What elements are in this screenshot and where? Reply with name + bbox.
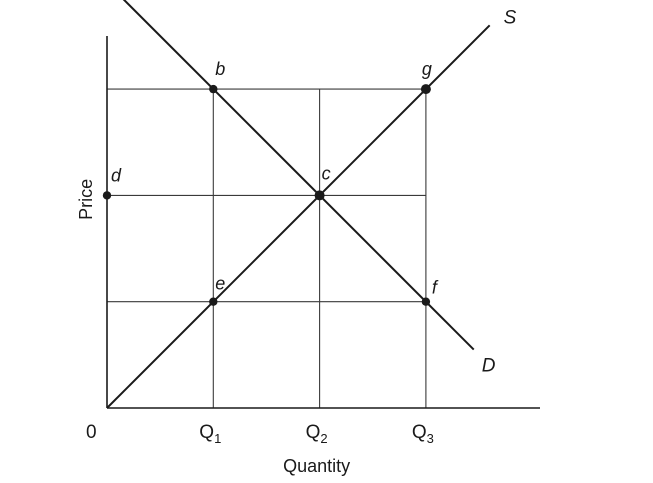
x-tick-label: Q1: [199, 422, 221, 446]
point-g: [420, 84, 431, 95]
x-tick-label: Q2: [306, 422, 328, 446]
point-d: [102, 191, 112, 200]
curve-s: [106, 24, 491, 409]
points: abcdefg: [102, 59, 439, 306]
point-label-b: b: [215, 59, 225, 79]
curves: DS: [106, 0, 517, 409]
y-axis-title: Price: [76, 179, 96, 220]
curve-label-s: S: [504, 7, 517, 28]
point-label-c: c: [322, 163, 331, 183]
point-b: [209, 84, 218, 94]
point-f: [421, 297, 431, 306]
point-label-f: f: [432, 278, 439, 298]
grid-lines: [107, 88, 427, 408]
x-tick-label: Q3: [412, 422, 434, 446]
point-label-e: e: [215, 274, 225, 294]
x-axis-title: Quantity: [283, 456, 350, 476]
point-label-g: g: [422, 59, 432, 79]
point-e: [209, 297, 218, 306]
point-label-d: d: [111, 165, 122, 185]
labels: 0 Quantity Price Q1 Q2 Q3: [76, 179, 434, 476]
point-c: [314, 190, 325, 201]
curve-d: [122, 0, 475, 351]
axes: [106, 36, 540, 409]
origin-label: 0: [86, 422, 97, 443]
curve-label-d: D: [482, 356, 496, 377]
